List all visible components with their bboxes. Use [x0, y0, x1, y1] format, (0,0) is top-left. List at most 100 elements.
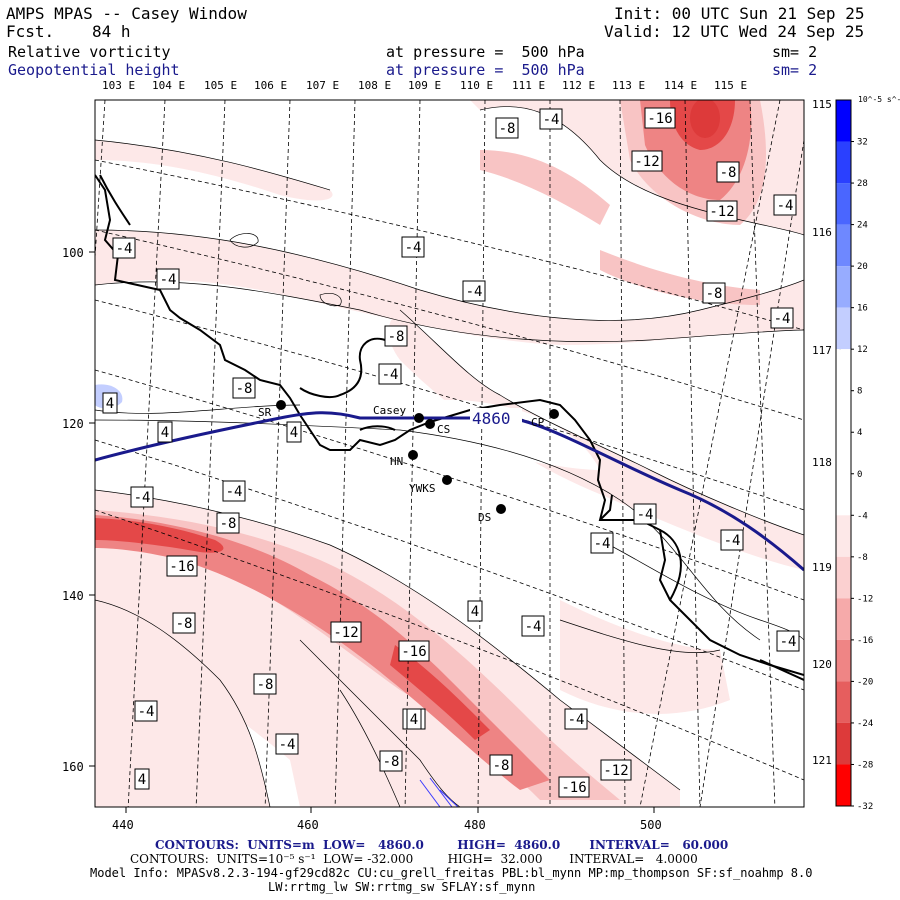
- vorticity-label-box: [521, 615, 545, 637]
- vorticity-label: -4: [594, 536, 611, 552]
- vorticity-label: -8: [383, 754, 400, 770]
- vorticity-label: 4: [138, 772, 146, 788]
- vorticity-label: -8: [706, 286, 723, 302]
- vorticity-label: -4: [637, 507, 654, 523]
- colorbar-swatch: [836, 266, 851, 308]
- colorbar-swatch: [836, 349, 851, 391]
- vorticity-label-box: [462, 280, 486, 302]
- station-label-ywks: YWKS: [409, 482, 436, 495]
- x-tick-500: 500: [640, 818, 662, 832]
- vorticity-label-box: [134, 700, 158, 722]
- axis-ticks: [89, 251, 655, 813]
- colorbar-tick-label: 4: [857, 428, 862, 438]
- height-contour-label: 4860: [472, 409, 511, 428]
- colorbar-swatch: [836, 390, 851, 433]
- vorticity-label-box: [564, 708, 588, 730]
- vort-core-upper: [480, 150, 610, 225]
- vorticity-label-box: [773, 194, 797, 216]
- vorticity-label-box: [600, 759, 632, 781]
- colorbar-tick-label: -12: [857, 594, 873, 604]
- colorbar-swatch: [836, 515, 851, 557]
- figure-title: AMPS MPAS -- Casey Window: [6, 4, 247, 23]
- colorbar-tick-label: 28: [857, 179, 868, 189]
- colorbar-swatch: [836, 639, 851, 682]
- lon-label-top: 107 E: [306, 79, 339, 92]
- vorticity-label-box: [157, 421, 173, 443]
- vorticity-label-box: [275, 733, 299, 755]
- field1-name: Relative vorticity: [8, 43, 171, 61]
- station-dot-cp: [549, 409, 559, 419]
- field1-level: at pressure = 500 hPa: [386, 43, 585, 61]
- field2-smooth: sm= 2: [772, 61, 818, 79]
- vorticity-label-box: [112, 237, 136, 259]
- y-tick-140: 140: [62, 589, 84, 603]
- vorticity-label-box: [330, 621, 362, 643]
- vorticity-shading: [95, 100, 804, 807]
- lon-label-top: 106 E: [254, 79, 287, 92]
- vorticity-label: -8: [236, 381, 253, 397]
- vorticity-label: -4: [116, 241, 133, 257]
- vorticity-label: 4: [410, 712, 418, 728]
- colorbar-tick-label: -16: [857, 636, 873, 646]
- vorticity-label: -4: [138, 704, 155, 720]
- vorticity-label: -12: [333, 625, 358, 641]
- station-dot-ywks: [442, 475, 452, 485]
- vorticity-label-box: [130, 486, 154, 508]
- vorticity-label: -16: [561, 780, 586, 796]
- vort-band-southwest-pink: [95, 600, 270, 807]
- colorbar-tick-label: -4: [857, 511, 868, 521]
- vorticity-label-box: [286, 421, 302, 443]
- field2-level: at pressure = 500 hPa: [386, 61, 585, 79]
- vorticity-label-box: [633, 503, 657, 525]
- colorbar-swatch: [836, 681, 851, 723]
- vorticity-label-box: [495, 117, 519, 139]
- vorticity-label-box: [406, 708, 422, 730]
- vorticity-label-box: [467, 600, 483, 622]
- colorbar-swatch: [836, 556, 851, 599]
- colorbar-swatch: [836, 598, 851, 640]
- station-dot-casey: [414, 413, 424, 423]
- x-tick-440: 440: [112, 818, 134, 832]
- vorticity-label: 4: [471, 604, 479, 620]
- lon-label-top: 105 E: [204, 79, 237, 92]
- lon-label-top: 109 E: [408, 79, 441, 92]
- vorticity-label: 4: [161, 425, 169, 441]
- vorticity-label-box: [398, 640, 430, 662]
- colorbar-frame: [835, 99, 852, 807]
- colorbar-swatch: [836, 224, 851, 267]
- vorticity-label: -4: [405, 240, 422, 256]
- vorticity-label-box: [702, 282, 726, 304]
- vorticity-contour-labels: -4 -4 -16 -12 -8 -12 -4 -8 -4 -4 -8 -8 -4 -4 -4 -8 4 4 4 -4…: [102, 107, 800, 798]
- colorbar-swatch: [836, 307, 851, 350]
- lon-label-top: 115 E: [714, 79, 747, 92]
- vorticity-label-box: [134, 768, 150, 790]
- colorbar-swatch: [836, 473, 851, 516]
- station-label-hn: HN: [390, 455, 403, 468]
- vorticity-label: -8: [257, 677, 274, 693]
- lon-label-top: 114 E: [664, 79, 697, 92]
- y-tick-120: 120: [62, 417, 84, 431]
- vorticity-label: -4: [777, 198, 794, 214]
- colorbar-unit: 10^-5 s^-1: [858, 95, 900, 104]
- vort-band-east-low: [560, 600, 730, 714]
- vorticity-label: -8: [220, 516, 237, 532]
- station-label-cs: CS: [437, 423, 450, 436]
- vorticity-label: 4: [290, 425, 298, 441]
- colorbar-tick-label: 20: [857, 262, 868, 272]
- colorbar-tick-label: -8: [857, 553, 868, 563]
- vort-clear-coast: [230, 380, 600, 470]
- vorticity-label-box: [644, 107, 676, 129]
- forecast-label: Fcst.: [6, 22, 55, 41]
- lon-label-top: 103 E: [102, 79, 135, 92]
- vort-band-upper: [95, 230, 804, 345]
- vorticity-label: -4: [525, 619, 542, 635]
- y-tick-100: 100: [62, 246, 84, 260]
- vorticity-label-box: [489, 754, 513, 776]
- forecast-hour: 84 h: [92, 22, 131, 41]
- colorbar-tick-label: -24: [857, 719, 873, 729]
- station-dot-hn: [408, 450, 418, 460]
- coastline: [95, 174, 804, 681]
- vorticity-label-box: [770, 307, 794, 329]
- vorticity-label: -8: [388, 329, 405, 345]
